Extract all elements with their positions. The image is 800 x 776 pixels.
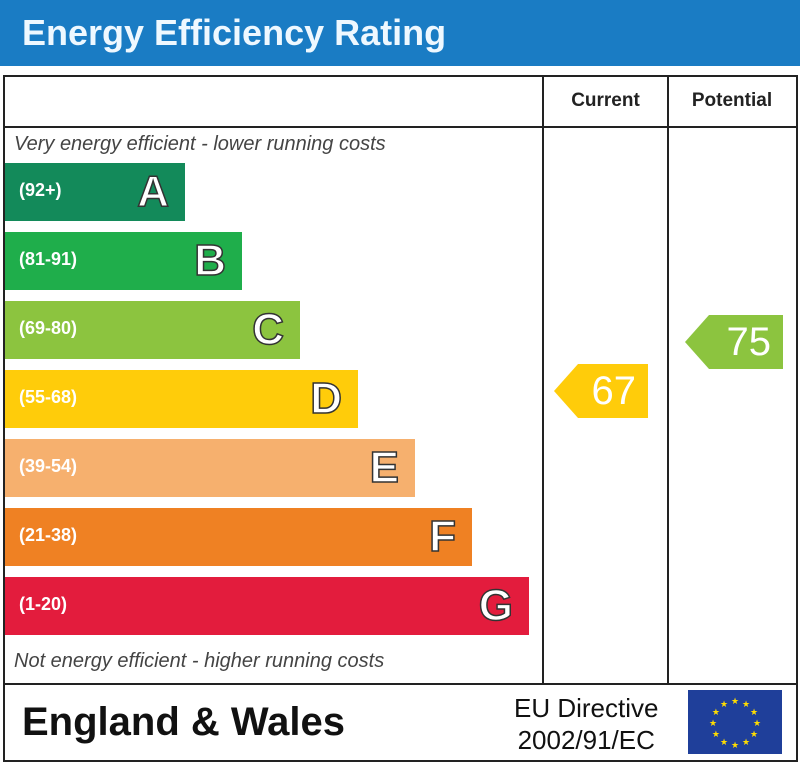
potential-rating-value: 75 bbox=[726, 320, 772, 365]
chart-frame bbox=[3, 75, 798, 762]
band-letter: E bbox=[369, 442, 400, 493]
divider bbox=[3, 683, 796, 685]
star-icon: ★ bbox=[750, 729, 758, 739]
directive-line2: 2002/91/EC bbox=[517, 725, 655, 755]
band-bar-e: (39-54) E bbox=[5, 439, 415, 497]
star-icon: ★ bbox=[731, 740, 739, 750]
band-range: (92+) bbox=[19, 180, 62, 200]
header-bar: Energy Efficiency Rating bbox=[0, 0, 800, 66]
band-range: (69-80) bbox=[19, 318, 78, 338]
divider bbox=[667, 75, 669, 685]
current-rating-value: 67 bbox=[591, 369, 637, 414]
band-bar-c: (69-80) C bbox=[5, 301, 300, 359]
star-icon: ★ bbox=[753, 718, 761, 728]
star-icon: ★ bbox=[712, 707, 720, 717]
band-bar-b: (81-91) B bbox=[5, 232, 242, 290]
region-label: England & Wales bbox=[22, 700, 346, 744]
band-letter: F bbox=[428, 511, 456, 562]
band-bar-g: (1-20) G bbox=[5, 577, 529, 635]
band-range: (81-91) bbox=[19, 249, 78, 269]
star-icon: ★ bbox=[720, 737, 728, 747]
band-letter: A bbox=[136, 166, 169, 217]
divider bbox=[542, 75, 544, 685]
directive-line1: EU Directive bbox=[514, 693, 659, 723]
divider bbox=[3, 126, 796, 128]
star-icon: ★ bbox=[742, 699, 750, 709]
star-icon: ★ bbox=[750, 707, 758, 717]
band-range: (39-54) bbox=[19, 456, 78, 476]
star-icon: ★ bbox=[709, 718, 717, 728]
band-letter: C bbox=[251, 304, 284, 355]
star-icon: ★ bbox=[720, 699, 728, 709]
band-letter: G bbox=[478, 580, 514, 631]
star-icon: ★ bbox=[712, 729, 720, 739]
band-bar-f: (21-38) F bbox=[5, 508, 472, 566]
potential-rating-arrow: 75 bbox=[685, 315, 783, 370]
column-potential-header: Potential bbox=[691, 90, 773, 111]
band-range: (1-20) bbox=[19, 594, 68, 614]
current-rating-arrow: 67 bbox=[554, 364, 648, 419]
band-letter: B bbox=[193, 235, 226, 286]
note-top: Very energy efficient - lower running co… bbox=[14, 133, 386, 155]
band-letter: D bbox=[309, 373, 342, 424]
eu-flag-icon: ★ ★ ★ ★ ★ ★ ★ ★ ★ ★ ★ ★ bbox=[688, 690, 782, 754]
band-range: (21-38) bbox=[19, 525, 78, 545]
column-current-header: Current bbox=[571, 90, 640, 111]
star-icon: ★ bbox=[731, 696, 739, 706]
band-bar-d: (55-68) D bbox=[5, 370, 358, 428]
note-bottom: Not energy efficient - higher running co… bbox=[14, 650, 385, 672]
eu-directive: EU Directive 2002/91/EC bbox=[514, 692, 658, 756]
chart-title: Energy Efficiency Rating bbox=[22, 12, 447, 53]
star-icon: ★ bbox=[742, 737, 750, 747]
band-range: (55-68) bbox=[19, 387, 78, 407]
band-bar-a: (92+) A bbox=[5, 163, 185, 221]
